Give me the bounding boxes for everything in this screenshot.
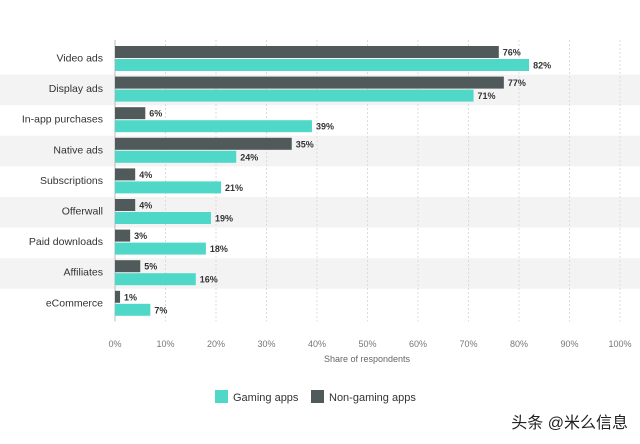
- bar: [115, 150, 237, 163]
- value-labels: 76% 82% 77% 71% 6% 39%35% 24% 4% 21% 4% 19% 3% 18% 5%…: [124, 48, 551, 316]
- legend-swatch: [215, 390, 228, 403]
- row-band: [0, 197, 640, 228]
- x-axis-title: Share of respondents: [324, 354, 411, 364]
- x-tick-label: 0%: [108, 339, 121, 349]
- x-tick-label: 80%: [510, 339, 528, 349]
- value-label: 21%: [225, 183, 243, 193]
- category-label: eCommerce: [46, 297, 103, 309]
- category-labels: Video ads Display ads In-app purchases Nati…: [22, 53, 103, 310]
- category-label: Display ads: [49, 83, 103, 95]
- bar: [115, 120, 312, 133]
- watermark: 头条 @米么信息: [511, 414, 628, 432]
- value-label: 71%: [478, 91, 496, 101]
- bar: [115, 107, 146, 120]
- row-band: [0, 258, 640, 289]
- bar: [115, 273, 196, 286]
- bar: [115, 89, 474, 102]
- bar: [115, 168, 136, 181]
- bar: [115, 290, 121, 303]
- x-tick-labels: 0% 10% 20% 30% 40% 50% 60% 70% 80% 90% 100%: [108, 339, 631, 349]
- legend: Gaming apps Non-gaming apps: [215, 390, 416, 404]
- bar: [115, 260, 141, 273]
- legend-label: Gaming apps: [233, 392, 299, 404]
- legend-label: Non-gaming apps: [329, 392, 416, 404]
- x-tick-label: 20%: [207, 339, 225, 349]
- value-label: 1%: [124, 292, 137, 302]
- x-tick-label: 70%: [459, 339, 477, 349]
- bar: [115, 242, 206, 255]
- value-label: 5%: [144, 262, 157, 272]
- value-label: 77%: [508, 78, 526, 88]
- x-tick-label: 90%: [560, 339, 578, 349]
- x-tick-label: 100%: [608, 339, 631, 349]
- bar: [115, 199, 136, 211]
- value-label: 82%: [533, 61, 551, 71]
- bar: [115, 46, 499, 58]
- x-tick-label: 50%: [358, 339, 376, 349]
- bar: [115, 59, 530, 71]
- x-tick-label: 40%: [308, 339, 326, 349]
- bar: [115, 137, 292, 150]
- category-label: Paid downloads: [29, 236, 103, 248]
- value-label: 24%: [240, 152, 258, 162]
- x-tick-label: 30%: [257, 339, 275, 349]
- x-tick-label: 60%: [409, 339, 427, 349]
- category-label: In-app purchases: [22, 114, 103, 126]
- value-label: 19%: [215, 214, 233, 224]
- value-label: 35%: [296, 139, 314, 149]
- bar: [115, 181, 222, 194]
- value-label: 39%: [316, 122, 334, 132]
- value-label: 4%: [139, 170, 152, 180]
- bar: [115, 76, 504, 89]
- bar: [115, 303, 151, 316]
- row-band: [0, 135, 640, 167]
- bars: [115, 46, 530, 316]
- category-label: Offerwall: [62, 206, 103, 218]
- category-label: Affiliates: [64, 267, 104, 279]
- category-label: Subscriptions: [40, 175, 103, 187]
- value-label: 18%: [210, 244, 228, 254]
- value-label: 16%: [200, 275, 218, 285]
- legend-swatch: [311, 390, 324, 403]
- value-label: 7%: [154, 305, 167, 315]
- value-label: 3%: [134, 231, 147, 241]
- category-label: Native ads: [53, 144, 103, 156]
- bar: [115, 212, 211, 224]
- value-label: 76%: [503, 48, 521, 58]
- x-tick-label: 10%: [156, 339, 174, 349]
- category-label: Video ads: [56, 53, 103, 65]
- value-label: 6%: [149, 109, 162, 119]
- bar: [115, 229, 131, 242]
- value-label: 4%: [139, 201, 152, 211]
